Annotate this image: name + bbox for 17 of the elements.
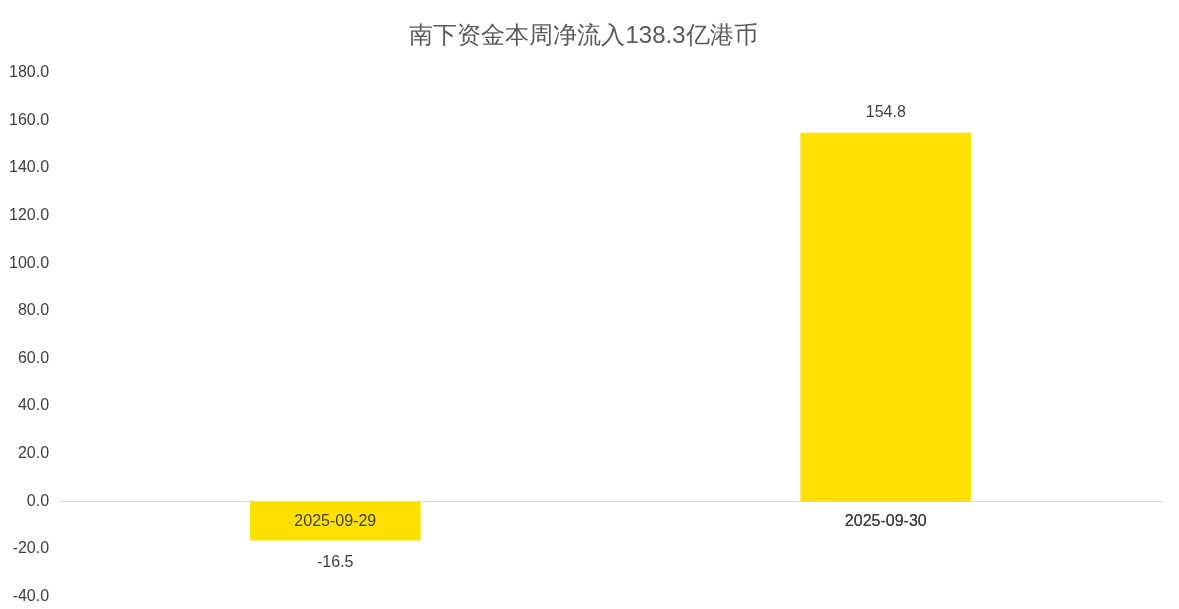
y-tick-label: 100.0: [8, 253, 50, 271]
y-tick-label: 80.0: [17, 301, 50, 319]
x-tick-label: 2025-09-30: [844, 512, 927, 530]
y-tick-label: 120.0: [8, 206, 50, 224]
y-tick-label: 180.0: [8, 63, 50, 81]
data-label: 154.8: [865, 103, 906, 121]
chart-title: 南下资金本周净流入138.3亿港币: [409, 21, 758, 49]
y-tick-label: 160.0: [8, 110, 50, 128]
y-tick-label: 0.0: [26, 491, 50, 509]
y-tick-label: -40.0: [12, 586, 50, 604]
y-tick-label: -20.0: [12, 539, 50, 557]
data-label: -16.5: [317, 552, 354, 570]
x-tick-label: 2025-09-29: [294, 512, 377, 530]
y-tick-label: 60.0: [17, 348, 50, 366]
y-tick-label: 140.0: [8, 158, 50, 176]
y-tick-label: 40.0: [17, 396, 50, 414]
y-tick-label: 20.0: [17, 444, 50, 462]
